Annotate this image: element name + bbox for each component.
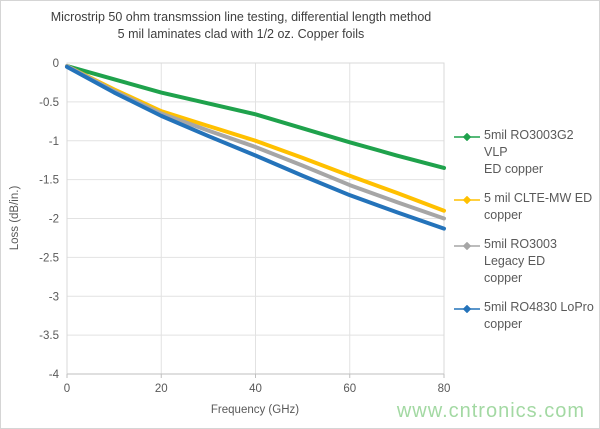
legend-label: 5mil RO4830 LoPro copper <box>484 300 594 331</box>
legend-label: 5mil RO3003G2 VLP ED copper <box>484 128 574 176</box>
y-tick-label: -3 <box>49 291 59 303</box>
legend-marker-icon <box>454 133 480 141</box>
series-line <box>65 64 446 231</box>
legend-marker-icon <box>454 305 480 313</box>
chart-subtitle: 5 mil laminates clad with 1/2 oz. Copper… <box>117 27 365 41</box>
y-tick-label: -2.5 <box>39 252 59 264</box>
x-tick-label: 40 <box>249 383 262 395</box>
legend-label: 5 mil CLTE-MW ED copper <box>484 191 593 222</box>
x-tick-label: 20 <box>155 383 168 395</box>
legend-label: 5mil RO3003 Legacy ED copper <box>484 237 557 285</box>
y-tick-label: -2 <box>49 214 59 226</box>
x-axis-title: Frequency (GHz) <box>210 404 300 416</box>
y-tick-label: -1.5 <box>39 175 59 187</box>
x-tick-label: 60 <box>343 383 356 395</box>
x-tick-label: 80 <box>438 383 451 395</box>
x-tick-label: 0 <box>64 383 70 395</box>
series-line <box>65 64 446 170</box>
watermark: www.cntronics.com <box>396 400 585 422</box>
legend-marker-icon <box>454 242 480 250</box>
legend-marker-icon <box>454 196 480 204</box>
legend-item: 5mil RO3003G2 VLP ED copper <box>454 127 599 178</box>
legend-item: 5mil RO4830 LoPro copper <box>454 299 599 333</box>
y-tick-label: -4 <box>49 369 60 381</box>
chart-title: Microstrip 50 ohm transmssion line testi… <box>50 10 432 24</box>
y-tick-label: -0.5 <box>39 97 59 109</box>
legend-item: 5 mil CLTE-MW ED copper <box>454 190 599 224</box>
y-tick-label: -3.5 <box>39 330 59 342</box>
y-tick-label: 0 <box>53 58 59 70</box>
legend-item: 5mil RO3003 Legacy ED copper <box>454 236 599 287</box>
chart-title-block: Microstrip 50 ohm transmssion line testi… <box>21 9 461 43</box>
legend: 5mil RO3003G2 VLP ED copper 5 mil CLTE-MW… <box>454 127 599 345</box>
y-tick-label: -1 <box>49 136 59 148</box>
